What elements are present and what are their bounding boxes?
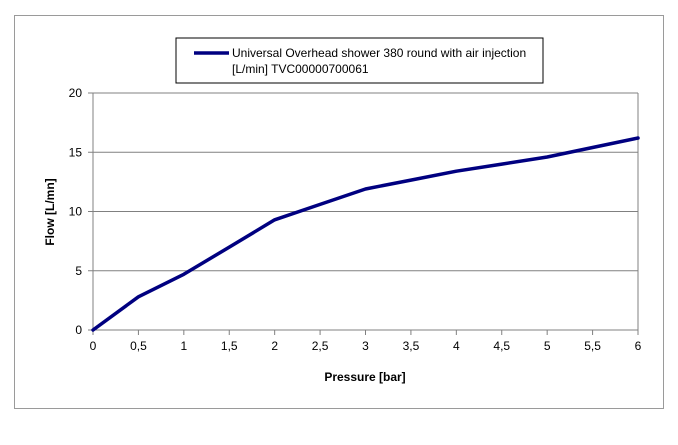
x-tick-label: 2,5 <box>312 339 329 353</box>
legend-box <box>175 37 544 84</box>
y-axis-title: Flow [L/mn] <box>43 178 57 245</box>
x-tick-label: 1 <box>180 339 187 353</box>
legend-label-line-2: [L/min] TVC00000700061 <box>232 62 369 76</box>
y-tick-label: 15 <box>69 145 83 159</box>
x-tick-label: 5 <box>544 339 551 353</box>
y-tick-label: 10 <box>69 205 83 219</box>
legend: Universal Overhead shower 380 round with… <box>175 37 544 84</box>
x-tick-label: 0,5 <box>130 339 147 353</box>
y-tick-label: 0 <box>75 323 82 337</box>
x-axis-title: Pressure [bar] <box>324 370 405 384</box>
series-line-0 <box>91 136 640 332</box>
x-tick-label: 5,5 <box>584 339 601 353</box>
x-tick-label: 2 <box>271 339 278 353</box>
x-tick-label: 3,5 <box>403 339 420 353</box>
legend-label-line-1: Universal Overhead shower 380 round with… <box>232 46 526 60</box>
x-tick-label: 1,5 <box>221 339 238 353</box>
series-lines <box>91 136 640 332</box>
y-tick-label: 5 <box>75 264 82 278</box>
y-tick-label: 20 <box>69 86 83 100</box>
x-tick-label: 0 <box>90 339 97 353</box>
x-axis-ticks: 0 0,5 1 1,5 2 2,5 3 3,5 4 4,5 5 5,5 6 <box>90 330 642 353</box>
x-tick-label: 3 <box>362 339 369 353</box>
grid-lines <box>93 92 638 272</box>
y-axis-ticks: 0 5 10 15 20 <box>69 86 93 337</box>
x-tick-label: 4,5 <box>493 339 510 353</box>
x-tick-label: 6 <box>635 339 642 353</box>
x-tick-label: 4 <box>453 339 460 353</box>
